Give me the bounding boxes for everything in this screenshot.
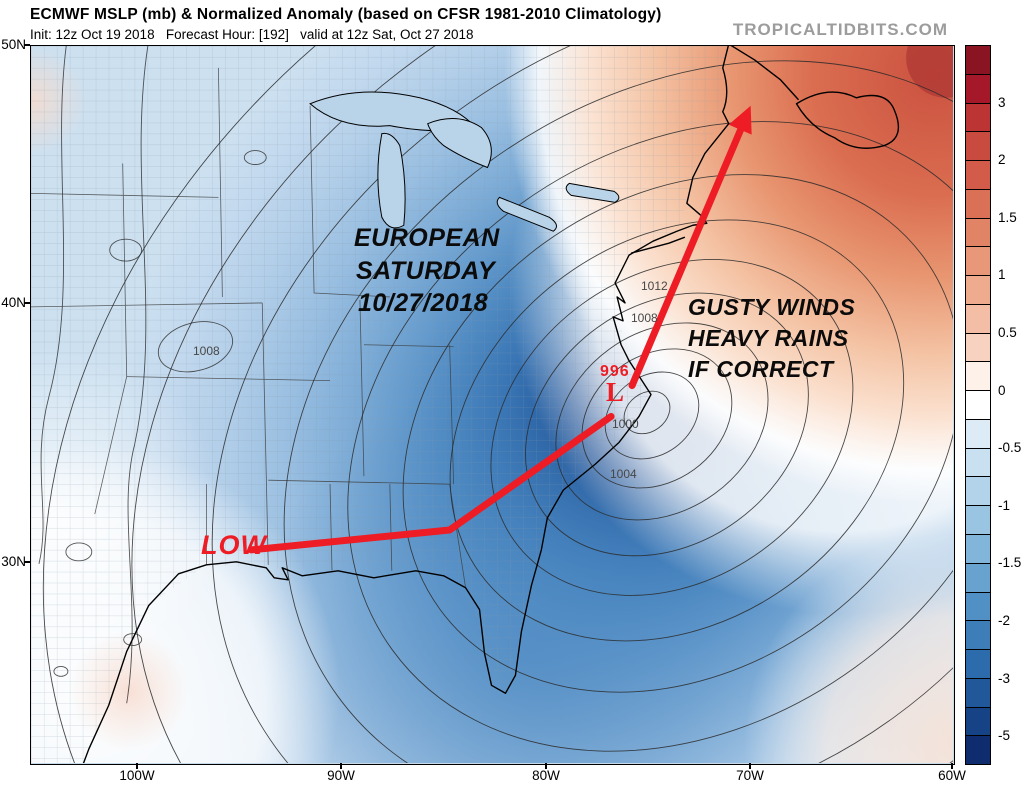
contour-label-1008-0: 1008 — [193, 344, 220, 358]
lon-tick-90W — [340, 763, 342, 769]
contour-label-1000-3: 1000 — [612, 417, 639, 431]
great-lakes — [309, 91, 620, 232]
colorbar-cell-18 — [966, 563, 990, 593]
colorbar-cell-24 — [966, 736, 990, 765]
annotation-date: 10/27/2018 — [358, 289, 489, 317]
lat-tick-40N — [24, 302, 30, 304]
colorbar-cell-23 — [966, 707, 990, 737]
colorbar-tick--1: -1 — [998, 497, 1011, 513]
min-pressure-label: 996 — [600, 363, 630, 380]
isobar-loops — [38, 46, 267, 704]
colorbar-cell-2 — [966, 103, 990, 133]
colorbar-cell-6 — [966, 218, 990, 248]
contour-label-1008-2: 1008 — [631, 311, 658, 325]
colorbar-cell-3 — [966, 132, 990, 162]
annotation-gusty-winds: GUSTY WINDS — [688, 294, 856, 320]
init-forecast-line: Init: 12z Oct 19 2018 Forecast Hour: [19… — [30, 27, 474, 42]
state-borders — [31, 67, 466, 588]
lat-label-40N: 40N — [1, 295, 26, 310]
colorbar-tick-0.5: 0.5 — [998, 325, 1017, 340]
annotation-european: EUROPEAN — [354, 224, 500, 252]
colorbar-tick--5: -5 — [998, 728, 1011, 744]
colorbar-cell-13 — [966, 419, 990, 449]
colorbar-cell-12 — [966, 391, 990, 420]
colorbar-cell-8 — [966, 276, 990, 305]
coastline — [82, 46, 900, 763]
colorbar-tick--0.5: -0.5 — [998, 440, 1022, 456]
watermark-tropicaltidbits: TROPICALTIDBITS.COM — [732, 20, 948, 39]
lon-tick-60W — [951, 763, 953, 769]
lon-tick-80W — [545, 763, 547, 769]
colorbar-cell-15 — [966, 477, 990, 507]
colorbar-tick-1.5: 1.5 — [998, 209, 1017, 225]
lon-label-60W: 60W — [938, 768, 966, 783]
colorbar-tick--3: -3 — [998, 670, 1011, 686]
colorbar — [965, 45, 991, 765]
contour-label-1012-1: 1012 — [641, 279, 668, 293]
colorbar-cell-19 — [966, 592, 990, 622]
colorbar-cell-0 — [966, 46, 990, 75]
lon-label-80W: 80W — [532, 768, 560, 783]
colorbar-cell-9 — [966, 304, 990, 334]
colorbar-cell-10 — [966, 333, 990, 363]
colorbar-cell-7 — [966, 247, 990, 277]
colorbar-cell-16 — [966, 506, 990, 536]
colorbar-tick-3: 3 — [998, 94, 1006, 110]
colorbar-cell-5 — [966, 189, 990, 219]
colorbar-cell-1 — [966, 74, 990, 104]
colorbar-tick-0: 0 — [998, 382, 1006, 398]
lat-label-50N: 50N — [1, 37, 26, 52]
colorbar-tick--2: -2 — [998, 613, 1011, 628]
low-symbol: L — [606, 377, 626, 407]
lon-label-90W: 90W — [327, 768, 355, 783]
lat-label-30N: 30N — [1, 554, 26, 569]
colorbar-cell-14 — [966, 448, 990, 478]
colorbar-tick-2: 2 — [998, 152, 1006, 168]
lon-label-70W: 70W — [736, 768, 764, 783]
colorbar-cell-17 — [966, 535, 990, 564]
lon-label-100W: 100W — [119, 768, 155, 783]
map-canvas — [31, 46, 953, 763]
lat-tick-30N — [24, 561, 30, 563]
colorbar-tick-1: 1 — [998, 267, 1006, 283]
low-track-arrow — [247, 105, 752, 554]
annotation-if-correct: IF CORRECT — [688, 356, 834, 382]
colorbar-cell-11 — [966, 362, 990, 392]
arrowhead — [728, 105, 752, 135]
contour-label-1004-4: 1004 — [610, 467, 637, 481]
colorbar-tick--1.5: -1.5 — [998, 555, 1022, 571]
annotation-heavy-rains: HEAVY RAINS — [688, 325, 849, 351]
colorbar-cell-4 — [966, 161, 990, 190]
page-title: ECMWF MSLP (mb) & Normalized Anomaly (ba… — [30, 6, 662, 23]
lat-tick-50N — [24, 44, 30, 46]
lon-tick-70W — [749, 763, 751, 769]
colorbar-cell-22 — [966, 678, 990, 708]
lon-tick-100W — [136, 763, 138, 769]
colorbar-cell-21 — [966, 650, 990, 679]
annotation-saturday: SATURDAY — [356, 257, 496, 285]
annotation-low-label: LOW — [201, 530, 267, 560]
colorbar-cell-20 — [966, 621, 990, 651]
weather-map — [30, 45, 955, 765]
